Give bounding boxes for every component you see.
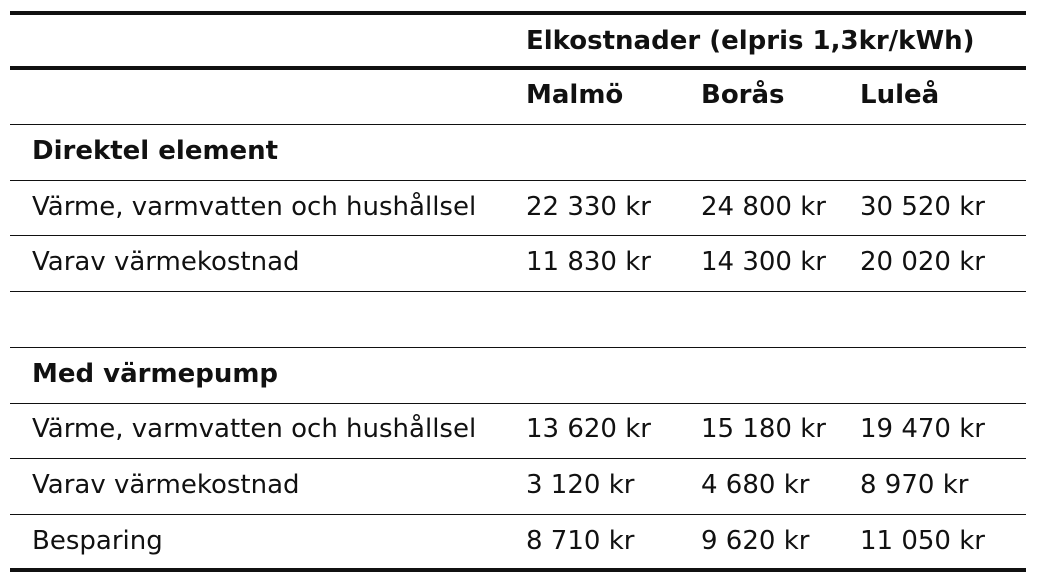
table-cell: 14 300 kr <box>701 247 826 277</box>
row-rule <box>10 403 1026 404</box>
row-rule <box>10 291 1026 292</box>
column-header-rule <box>10 124 1026 125</box>
table-cell: 8 970 kr <box>860 470 969 500</box>
column-header-boras: Borås <box>701 80 785 110</box>
row-label: Värme, varmvatten och hushållsel <box>32 414 477 444</box>
table-cell: 13 620 kr <box>526 414 651 444</box>
row-label: Varav värmekostnad <box>32 470 300 500</box>
column-header-malmo: Malmö <box>526 80 624 110</box>
column-header-lulea: Luleå <box>860 80 940 110</box>
table-cell: 22 330 kr <box>526 192 651 222</box>
table-cell: 30 520 kr <box>860 192 985 222</box>
row-rule <box>10 180 1026 181</box>
header-rule <box>10 66 1026 70</box>
cost-table: Elkostnader (elpris 1,3kr/kWh) Malmö Bor… <box>10 0 1026 583</box>
row-rule <box>10 235 1026 236</box>
section-title: Direktel element <box>32 136 279 166</box>
table-cell: 24 800 kr <box>701 192 826 222</box>
row-label: Varav värmekostnad <box>32 247 300 277</box>
table-cell: 4 680 kr <box>701 470 810 500</box>
row-rule <box>10 347 1026 348</box>
table-cell: 20 020 kr <box>860 247 985 277</box>
table-cell: 15 180 kr <box>701 414 826 444</box>
table-cell: 9 620 kr <box>701 526 810 556</box>
table-bottom-rule <box>10 568 1026 572</box>
section-title: Med värmepump <box>32 359 279 389</box>
column-group-title: Elkostnader (elpris 1,3kr/kWh) <box>526 26 975 56</box>
row-label: Besparing <box>32 526 163 556</box>
table-top-rule <box>10 11 1026 15</box>
table-cell: 19 470 kr <box>860 414 985 444</box>
row-rule <box>10 514 1026 515</box>
row-rule <box>10 458 1026 459</box>
table-cell: 11 050 kr <box>860 526 985 556</box>
row-label: Värme, varmvatten och hushållsel <box>32 192 477 222</box>
table-cell: 11 830 kr <box>526 247 651 277</box>
table-cell: 3 120 kr <box>526 470 635 500</box>
table-cell: 8 710 kr <box>526 526 635 556</box>
